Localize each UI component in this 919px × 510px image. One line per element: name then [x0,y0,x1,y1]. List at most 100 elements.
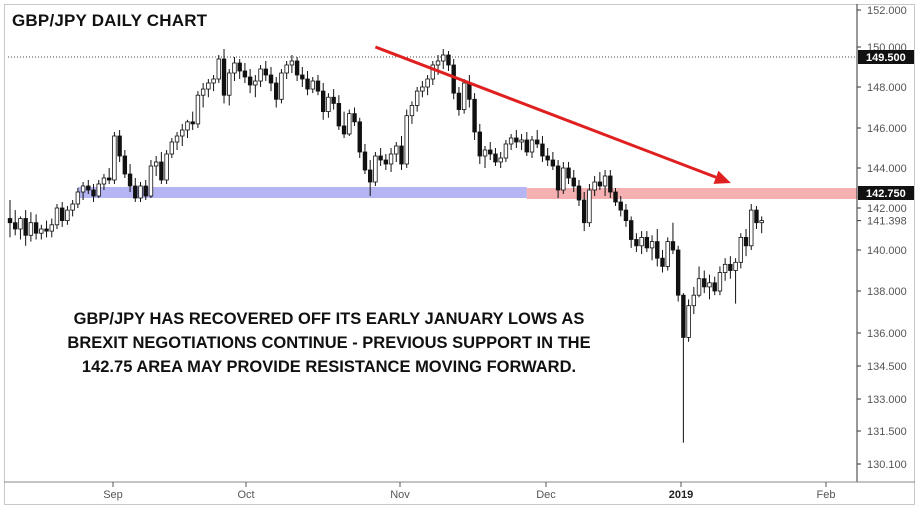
candle-body [242,70,248,78]
candle-body [655,241,660,259]
candle-body [75,191,81,205]
candle-body [326,96,331,112]
candle-body [206,82,211,90]
candle-body [200,88,206,96]
candle-body [216,58,221,80]
candle-body [117,135,122,157]
candle-body [618,201,623,211]
annotation-line: BREXIT NEGOTIATIONS CONTINUE - PREVIOUS … [67,334,591,352]
price-tag-label: 149.500 [866,52,906,64]
candle-body [221,58,227,96]
candle-body [712,282,717,292]
candle-body [681,294,686,338]
candle-body [660,257,665,267]
candle-body [488,149,493,155]
candle-body [550,159,556,167]
candle-body [524,139,529,153]
candle-body [717,272,723,292]
candle-body [425,78,430,88]
x-tick-label: Feb [817,489,836,501]
candle-body [164,153,169,181]
candle-body [582,199,587,224]
zones-layer [77,187,857,199]
candle-body [13,222,18,230]
candle-body [18,218,23,230]
resistance-zone [526,188,857,199]
candle-body [738,236,743,263]
tags-layer: 149.500 142.750 141.398 [857,50,914,228]
annotation-line: GBP/JPY HAS RECOVERED OFF ITS EARLY JANU… [73,310,585,328]
y-tick-label: 144.000 [867,163,907,175]
y-tick-label: 142.000 [867,203,907,215]
price-tag [858,186,914,200]
candle-body [227,72,232,96]
candle-body [148,165,154,197]
candle-body [86,185,91,191]
candle-body [138,185,143,199]
candle-body [759,220,764,224]
candle-body [274,82,279,100]
candle-body [670,241,676,251]
candle-body [169,141,175,155]
candle-body [367,169,373,183]
candle-body [373,155,378,183]
candle-body [576,185,582,201]
candle-body [409,105,415,117]
candle-body [232,62,237,74]
candle-body [284,64,289,74]
candle-body [644,236,650,249]
candle-body [65,209,70,222]
candle-body [357,121,362,153]
candle-body [608,175,613,193]
y-tick-label: 134.500 [867,361,907,373]
candle-body [441,54,446,62]
y-tick-label: 152.000 [867,5,907,17]
candle-body [112,135,117,181]
price-tag-label: 142.750 [866,188,906,200]
candle-body [237,62,242,72]
candle-body [352,113,357,123]
candle-body [383,159,389,165]
candle-body [279,72,284,100]
candle-body [613,191,618,203]
support-zone [77,187,527,198]
price-tag [858,50,914,64]
candle-body [133,185,138,199]
candle-body [519,139,524,143]
candle-body [529,139,535,153]
candle-body [456,92,462,110]
x-tick-label: Nov [390,489,410,501]
candle-body [545,155,550,161]
y-tick-label: 136.000 [867,328,907,340]
candle-body [70,203,75,211]
candle-body [127,173,133,187]
candle-body [347,113,352,135]
candle-body [153,161,159,167]
candle-body [566,167,571,179]
candle-body [498,157,503,163]
candle-body [634,239,639,247]
x-tick-label: Sep [103,489,123,501]
candle-body [535,139,540,145]
candle-body [675,249,681,296]
candle-body [435,60,441,66]
candle-body [623,209,629,222]
candle-body [49,224,54,232]
candle-body [446,54,451,66]
x-tick-label: Dec [536,489,556,501]
candle-body [300,74,305,80]
candle-body [80,185,86,193]
x-tick-label: 2019 [669,489,693,501]
candle-body [477,131,482,157]
candle-body [247,76,253,86]
candle-body [733,261,738,271]
candle-body [305,78,310,90]
candle-body [430,64,436,80]
candle-body [722,263,728,273]
candle-body [341,125,347,135]
y-tick-label: 140.000 [867,245,907,257]
candle-body [388,153,394,165]
chart-title: GBP/JPY DAILY CHART [12,11,208,30]
candle-body [253,80,258,86]
